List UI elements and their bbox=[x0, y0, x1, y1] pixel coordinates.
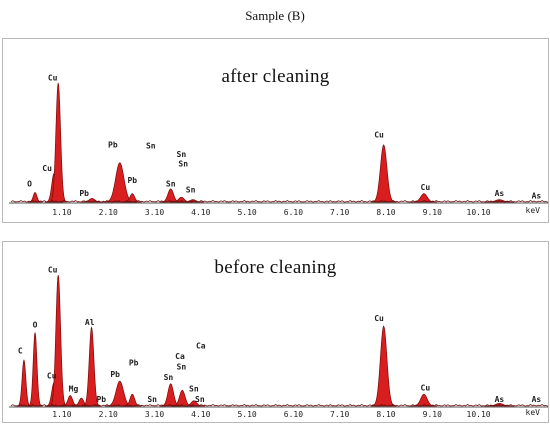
eds-spectrum-before-cleaning: 1.10 2.10 3.10 4.10 5.10 6.10 7.10 8.10 9.10 10.1… bbox=[9, 265, 548, 419]
peak-element-label: O bbox=[27, 180, 32, 189]
peak-element-label: Cu bbox=[374, 131, 384, 140]
spectrum-panel-after: after cleaning 1.10 2.10 3.10 4.10 5.10 6.10 7… bbox=[2, 38, 549, 223]
x-tick-label: 10.10 bbox=[467, 208, 491, 217]
peak-element-label: Pb bbox=[108, 140, 118, 149]
x-tick-label: 5.10 bbox=[237, 208, 256, 217]
peak-element-label: Ca bbox=[196, 341, 206, 350]
peak-element-label: Cu bbox=[42, 164, 52, 173]
peak-element-label: Cu bbox=[421, 183, 431, 192]
x-tick-label: 2.10 bbox=[99, 410, 118, 419]
spectrum-peak bbox=[27, 192, 43, 203]
figure-caption: Sample (B) bbox=[245, 8, 305, 23]
spectrum-peak bbox=[123, 193, 142, 203]
x-tick-label: 4.10 bbox=[191, 410, 210, 419]
spectrum-peak bbox=[370, 144, 397, 203]
peak-element-label: Cu bbox=[374, 314, 384, 323]
spectrum-peak bbox=[82, 326, 101, 407]
spectrum-panel-before: before cleaning 1.10 2.10 3.10 4.10 5.10 6.10… bbox=[2, 241, 549, 423]
peak-element-label: Sn bbox=[189, 385, 199, 394]
peak-element-label: Sn bbox=[147, 395, 157, 404]
spectrum-background bbox=[10, 404, 548, 407]
peak-element-label: Pb bbox=[129, 358, 139, 367]
x-tick-label: 10.10 bbox=[467, 410, 491, 419]
x-tick-label: 5.10 bbox=[237, 410, 256, 419]
peak-element-label: Pb bbox=[96, 395, 106, 404]
peak-element-label: Sn bbox=[186, 185, 196, 194]
peak-element-label: Sn bbox=[177, 150, 187, 159]
x-tick-label: 9.10 bbox=[423, 208, 442, 217]
peak-element-label: Cu bbox=[47, 371, 57, 380]
spectrum-peak bbox=[48, 82, 68, 203]
peak-element-label: As bbox=[495, 395, 505, 404]
peak-element-label: Sn bbox=[146, 141, 156, 150]
x-tick-label: 4.10 bbox=[191, 208, 210, 217]
peak-element-label: O bbox=[33, 320, 38, 329]
peak-element-label: Cu bbox=[48, 74, 58, 83]
peak-element-label: As bbox=[532, 395, 542, 404]
spectrum-background bbox=[10, 200, 548, 203]
peak-element-label: C bbox=[18, 347, 23, 356]
x-axis-label: keV bbox=[526, 206, 541, 215]
x-tick-label: 7.10 bbox=[330, 208, 349, 217]
spectrum-peak bbox=[123, 393, 142, 407]
peak-element-label: Mg bbox=[69, 385, 79, 394]
eds-spectrum-after-cleaning: 1.10 2.10 3.10 4.10 5.10 6.10 7.10 8.10 9.10 10.1… bbox=[9, 74, 548, 217]
peak-element-label: Sn bbox=[166, 180, 176, 189]
x-tick-label: 6.10 bbox=[284, 410, 303, 419]
spectrum-peak bbox=[27, 332, 43, 407]
peak-element-label: Sn bbox=[164, 373, 174, 382]
x-tick-label: 7.10 bbox=[330, 410, 349, 419]
peak-element-label: Sn bbox=[178, 159, 188, 168]
spectrum-peak bbox=[16, 359, 32, 407]
x-tick-label: 1.10 bbox=[52, 208, 71, 217]
spectrum-peak bbox=[410, 393, 437, 407]
peak-element-label: As bbox=[495, 189, 505, 198]
peak-element-label: Ca bbox=[175, 352, 185, 361]
x-tick-label: 2.10 bbox=[99, 208, 118, 217]
x-tick-label: 8.10 bbox=[376, 410, 395, 419]
peak-element-label: As bbox=[532, 191, 542, 200]
x-tick-label: 6.10 bbox=[284, 208, 303, 217]
spectrum-peak bbox=[370, 325, 397, 407]
peak-element-label: Pb bbox=[110, 370, 120, 379]
peak-element-label: Al bbox=[85, 318, 95, 327]
peak-element-label: Pb bbox=[79, 189, 89, 198]
peak-element-label: Pb bbox=[127, 176, 137, 185]
x-tick-label: 9.10 bbox=[423, 410, 442, 419]
chart-title-before: before cleaning bbox=[214, 257, 337, 278]
chart-title-after: after cleaning bbox=[221, 66, 330, 87]
peak-element-label: Sn bbox=[177, 362, 187, 371]
peak-element-label: Cu bbox=[421, 383, 431, 392]
spectrum-peak bbox=[48, 274, 68, 407]
x-tick-label: 1.10 bbox=[52, 410, 71, 419]
peak-element-label: Sn bbox=[195, 395, 205, 404]
x-tick-label: 3.10 bbox=[145, 208, 164, 217]
peak-element-label: Cu bbox=[48, 265, 58, 274]
x-axis-label: keV bbox=[526, 408, 541, 417]
x-tick-label: 3.10 bbox=[145, 410, 164, 419]
x-tick-label: 8.10 bbox=[376, 208, 395, 217]
